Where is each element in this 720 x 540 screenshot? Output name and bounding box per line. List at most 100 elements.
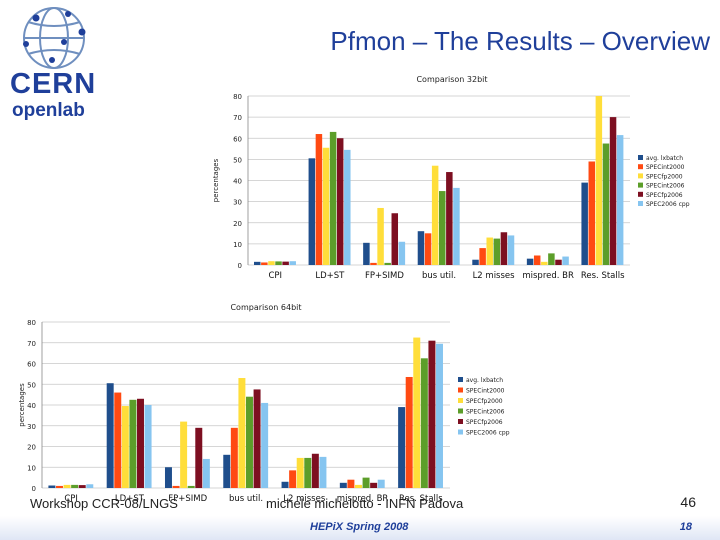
chart-64bit-xtick-label: mispred. BR xyxy=(337,494,389,504)
chart-32bit-bar-cpi-2 xyxy=(261,262,268,265)
chart-32bit-ytick-label: 20 xyxy=(233,220,242,228)
chart-32bit-legend-label: avg. lxbatch xyxy=(646,155,683,162)
chart-32bit-bar-cpi-6 xyxy=(289,261,296,265)
chart-64bit-bar-bus-util--6 xyxy=(261,402,269,488)
chart-32bit-bar-fp-simd-5 xyxy=(391,213,399,265)
chart-32bit-bar-fp-simd-1 xyxy=(363,242,370,265)
footer-slide-number: 18 xyxy=(679,521,692,533)
chart-64bit-xtick-label: bus util. xyxy=(229,494,263,504)
chart-32bit-legend-label: SPECfp2000 xyxy=(646,173,683,180)
chart-32bit-bar-fp-simd-3 xyxy=(377,207,384,265)
chart-32bit-xtick-label: bus util. xyxy=(422,271,456,281)
chart-64bit-legend-swatch xyxy=(458,408,463,414)
chart-64bit-bar-l2-misses-2 xyxy=(289,470,297,488)
chart-32bit-bar-fp-simd-4 xyxy=(384,262,391,265)
chart-32bit-bar-ld-st-6 xyxy=(344,149,351,265)
chart-32bit-bar-res-stalls-4 xyxy=(602,143,610,265)
chart-64bit-legend-label: SPECfp2000 xyxy=(466,398,503,405)
cern-globe-icon xyxy=(23,7,86,69)
chart-32bit-xtick-label: mispred. BR xyxy=(522,271,574,281)
chart-32bit-bar-bus-util--4 xyxy=(439,191,446,265)
chart-64bit-ytick-label: 20 xyxy=(27,444,36,452)
chart-32bit-xtick-label: FP+SIMD xyxy=(365,271,404,281)
chart-64bit-bar-cpi-2 xyxy=(55,485,63,488)
chart-64bit-bar-ld-st-6 xyxy=(144,405,152,488)
chart-64bit-bar-fp-simd-6 xyxy=(202,458,210,488)
chart-32bit-legend-label: SPECint2006 xyxy=(646,183,685,190)
chart-64bit-ytick-label: 40 xyxy=(27,402,36,410)
chart-32bit-bar-fp-simd-6 xyxy=(398,241,406,265)
chart-64bit-bar-ld-st-2 xyxy=(114,392,122,488)
footer-author: michele michelotto - INFN Padova xyxy=(266,496,464,511)
chart-64bit-bar-bus-util--5 xyxy=(253,389,261,488)
chart-32bit-ytick-label: 30 xyxy=(233,199,242,207)
chart-64bit-legend-label: SPECint2000 xyxy=(466,388,505,395)
chart-32bit-bar-mispred-br-4 xyxy=(548,253,555,265)
chart-32bit-bar-ld-st-4 xyxy=(329,131,337,265)
chart-64bit-bar-bus-util--1 xyxy=(223,454,231,488)
chart-32bit-bar-bus-util--2 xyxy=(424,233,432,265)
chart-64bit-xtick-label: Res. Stalls xyxy=(399,494,443,504)
chart-32bit-bar-bus-util--6 xyxy=(453,187,460,265)
chart-32bit-bar-res-stalls-2 xyxy=(588,161,596,265)
chart-32bit-legend-swatch xyxy=(638,173,643,179)
chart-64bit-bar-fp-simd-4 xyxy=(187,485,195,488)
chart-64bit-ytick-label: 0 xyxy=(32,485,36,493)
chart-32bit-bar-fp-simd-2 xyxy=(370,262,377,265)
bottom-bar xyxy=(0,516,720,540)
chart-32bit-bar-res-stalls-1 xyxy=(581,182,588,265)
chart-64bit-bar-l2-misses-5 xyxy=(311,453,319,488)
chart-64bit-legend-swatch xyxy=(458,419,463,424)
chart-64bit-bar-res-stalls-1 xyxy=(398,407,406,488)
chart-64bit-bar-bus-util--2 xyxy=(230,427,238,488)
chart-32bit-ytick-label: 70 xyxy=(233,114,242,122)
chart-64bit-bar-res-stalls-3 xyxy=(413,337,421,488)
chart-64bit-bar-fp-simd-2 xyxy=(172,485,180,488)
chart-64bit-xtick-label: L2 misses xyxy=(283,494,326,504)
chart-64bit-legend-swatch xyxy=(458,387,463,393)
chart-32bit-bar-ld-st-5 xyxy=(336,138,344,265)
chart-32bit-legend-swatch xyxy=(638,182,643,188)
chart-64bit-svg: Comparison 64bit 0 10 20 30 40 50 60 70 80 percent… xyxy=(18,303,510,504)
chart-64bit-bar-l2-misses-4 xyxy=(304,457,312,488)
chart-32bit-svg: Comparison 32bit 0 10 20 30 40 50 60 70 80 percent… xyxy=(212,75,690,281)
chart-32bit-legend-swatch xyxy=(638,191,643,197)
chart-64bit-bar-res-stalls-2 xyxy=(405,376,413,488)
chart-64bit-ytick-label: 60 xyxy=(27,361,36,369)
chart-64bit-bar-mispred-br-6 xyxy=(377,479,385,488)
chart-64bit-bar-bus-util--3 xyxy=(238,378,246,488)
chart-32bit-bar-cpi-5 xyxy=(282,261,289,265)
chart-64bit-legend-swatch xyxy=(458,377,463,382)
chart-64bit-bar-mispred-br-1 xyxy=(339,482,347,488)
chart-32bit-bar-res-stalls-5 xyxy=(609,117,617,265)
chart-64bit-bar-cpi-6 xyxy=(86,484,94,488)
chart-64bit-bar-l2-misses-3 xyxy=(296,457,304,488)
chart-32bit-bar-ld-st-3 xyxy=(322,147,330,265)
chart-64bit-legend-swatch xyxy=(458,398,463,403)
chart-64bit-bar-bus-util--4 xyxy=(246,396,253,488)
chart-64bit-ylabel: percentages xyxy=(18,383,26,427)
chart-32bit: Comparison 32bit 0 10 20 30 40 50 60 70 80 percent… xyxy=(212,72,690,299)
chart-64bit-xtick-label: CPI xyxy=(64,494,78,504)
chart-64bit-bar-mispred-br-3 xyxy=(354,484,362,488)
chart-64bit-legend-label: SPECint2006 xyxy=(466,409,505,416)
chart-64bit-bar-res-stalls-4 xyxy=(420,358,428,488)
chart-32bit-bar-mispred-br-6 xyxy=(562,256,569,265)
chart-64bit-ytick-label: 70 xyxy=(27,340,36,348)
chart-64bit-bar-mispred-br-2 xyxy=(347,479,355,488)
chart-64bit-bar-ld-st-5 xyxy=(137,398,144,488)
chart-32bit-bar-l2-misses-6 xyxy=(507,235,515,265)
chart-64bit-bar-cpi-3 xyxy=(63,484,71,488)
chart-32bit-bar-mispred-br-1 xyxy=(526,258,534,265)
chart-64bit-bar-cpi-5 xyxy=(78,485,86,488)
chart-32bit-ytick-label: 0 xyxy=(238,262,242,270)
chart-64bit-bar-cpi-1 xyxy=(48,485,56,488)
chart-64bit-bar-res-stalls-6 xyxy=(436,343,443,488)
chart-32bit-bar-cpi-1 xyxy=(254,261,261,265)
chart-32bit-bar-bus-util--1 xyxy=(417,231,425,265)
chart-32bit-title: Comparison 32bit xyxy=(416,75,487,84)
chart-64bit-legend-label: SPECfp2006 xyxy=(466,419,503,426)
footer-left: Workshop CCR-08/LNGS xyxy=(30,496,178,511)
chart-32bit-legend-swatch xyxy=(638,201,643,206)
chart-32bit-bar-l2-misses-2 xyxy=(479,248,486,265)
